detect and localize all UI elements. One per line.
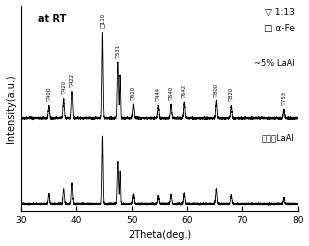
Text: ▽422: ▽422 [70, 73, 74, 87]
Text: ~5% LaAl: ~5% LaAl [254, 59, 295, 68]
Text: ▽753: ▽753 [281, 91, 286, 105]
Text: ▽620: ▽620 [131, 86, 136, 100]
Text: □ α-Fe: □ α-Fe [264, 24, 295, 33]
Text: ▽ 1:13: ▽ 1:13 [265, 8, 295, 17]
Y-axis label: Intensity(a.u.): Intensity(a.u.) [6, 74, 15, 143]
Text: ▽800: ▽800 [214, 83, 219, 97]
Text: 未添加LaAl: 未添加LaAl [262, 133, 295, 142]
Text: ▽531: ▽531 [116, 44, 121, 58]
Text: ▽420: ▽420 [61, 80, 66, 94]
Text: at RT: at RT [38, 14, 66, 24]
Text: □110: □110 [100, 13, 105, 28]
Text: ▽400: ▽400 [46, 87, 51, 101]
Text: ▽820: ▽820 [229, 87, 234, 101]
X-axis label: 2Theta(deg.): 2Theta(deg.) [128, 231, 191, 240]
Text: ▽642: ▽642 [182, 84, 187, 98]
Text: ▽640: ▽640 [168, 86, 174, 100]
Text: ▽444: ▽444 [156, 87, 161, 101]
